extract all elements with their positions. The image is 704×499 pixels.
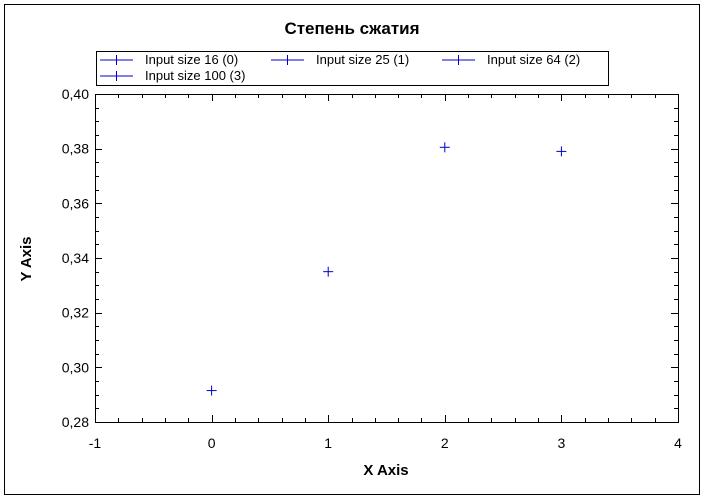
x-tick-label: 4 xyxy=(674,435,682,451)
x-axis-label: X Axis xyxy=(363,462,408,479)
x-tick-label: -1 xyxy=(89,435,102,451)
data-point xyxy=(439,142,450,153)
x-tick-label: 0 xyxy=(208,435,216,451)
plot-area xyxy=(95,94,679,423)
y-tick-label: 0,34 xyxy=(62,250,89,266)
x-tick-label: 2 xyxy=(441,435,449,451)
y-tick-label: 0,30 xyxy=(62,359,89,375)
legend-label: Input size 25 (1) xyxy=(316,52,409,67)
chart-title: Степень сжатия xyxy=(284,19,419,38)
legend-box xyxy=(96,51,609,86)
data-point xyxy=(556,146,567,157)
x-tick-label: 3 xyxy=(558,435,566,451)
y-tick-label: 0,36 xyxy=(62,195,89,211)
legend-label: Input size 100 (3) xyxy=(145,68,245,83)
y-tick-label: 0,38 xyxy=(62,141,89,157)
y-tick-label: 0,32 xyxy=(62,305,89,321)
legend-label: Input size 64 (2) xyxy=(487,52,580,67)
legend-entry: Input size 16 (0) xyxy=(100,52,238,67)
y-tick-label: 0,40 xyxy=(62,86,89,102)
legend-entry: Input size 64 (2) xyxy=(442,52,580,67)
legend-entry: Input size 25 (1) xyxy=(271,52,409,67)
data-point xyxy=(206,385,217,396)
x-tick-label: 1 xyxy=(324,435,332,451)
y-axis-label: Y Axis xyxy=(18,236,35,281)
legend: Input size 16 (0) Input size 25 (1) Input … xyxy=(96,51,609,86)
legend-entry: Input size 100 (3) xyxy=(100,68,245,83)
legend-label: Input size 16 (0) xyxy=(145,52,238,67)
data-point xyxy=(323,266,334,277)
y-tick-label: 0,28 xyxy=(62,414,89,430)
